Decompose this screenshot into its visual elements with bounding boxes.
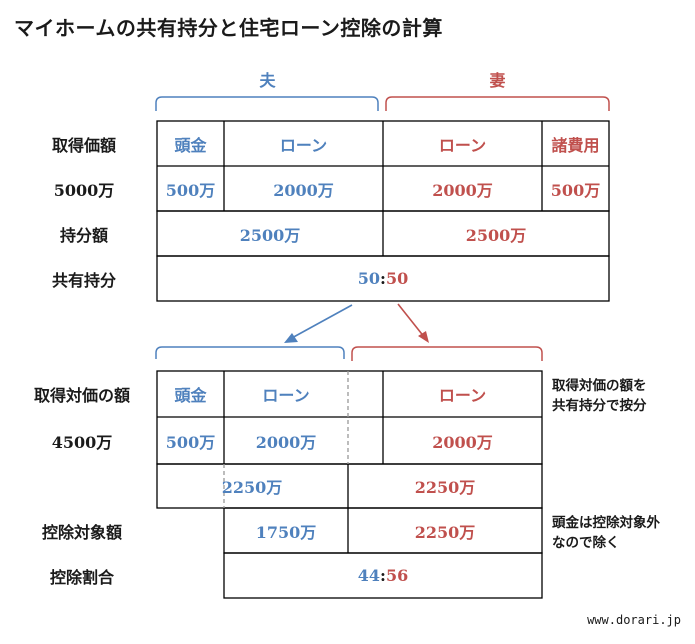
husband-deduction-amount: 1750万 (255, 522, 317, 542)
note-excluded: 頭金は控除対象外 なので除く (552, 513, 660, 553)
ratio-sep-bottom: : (380, 566, 386, 585)
deduction-ratio: 44:56 (224, 553, 542, 598)
down-payment-header-top: 頭金 (174, 135, 207, 155)
wife-share-amount: 2500万 (465, 225, 527, 245)
acquisition-price-label: 取得対価の額 (33, 386, 130, 405)
page-title: マイホームの共有持分と住宅ローン控除の計算 (14, 16, 443, 40)
costs-header-top: 諸費用 (551, 135, 600, 155)
husband-share-amount: 2500万 (239, 225, 301, 245)
note-apportion-line1: 取得対価の額を (552, 378, 647, 394)
ratio-wife-top: 50 (385, 269, 409, 288)
ratio-sep-top: : (380, 269, 386, 288)
share-amount-label: 持分額 (59, 225, 108, 245)
wife-label-top: 妻 (489, 71, 506, 90)
wife-bracket-bottom (351, 346, 543, 361)
down-payment-value-bottom: 500万 (165, 432, 216, 452)
costs-value-top: 500万 (550, 180, 601, 200)
price-label-bottom: 4500万 (51, 432, 113, 452)
note-excluded-line1: 頭金は控除対象外 (552, 515, 660, 531)
ratio-husband-bottom: 44 (357, 566, 381, 585)
loan-husband-header-top: ローン (279, 135, 328, 155)
price-label-top: 5000万 (53, 180, 115, 200)
husband-bracket-top (155, 96, 379, 111)
husband-acquisition-share: 2250万 (221, 478, 283, 497)
loan-wife-header-bottom: ローン (438, 386, 487, 405)
wife-bracket-top (385, 96, 610, 111)
loan-wife-value-top: 2000万 (432, 180, 493, 200)
acquisition-cost-label: 取得価額 (51, 135, 116, 155)
loan-husband-header-bottom: ローン (262, 386, 310, 405)
husband-label-top: 夫 (259, 71, 276, 90)
ratio-wife-bottom: 56 (385, 566, 409, 585)
note-excluded-line2: なので除く (552, 535, 620, 551)
wife-deduction-amount: 2250万 (414, 522, 476, 542)
ratio-husband-top: 50 (357, 269, 381, 288)
down-payment-value-top: 500万 (165, 180, 216, 200)
deduction-amount-label: 控除対象額 (41, 522, 122, 542)
co-ownership-share-label: 共有持分 (51, 270, 116, 290)
split-arrows (284, 303, 429, 343)
loan-wife-value-bottom: 2000万 (432, 432, 493, 452)
loan-husband-value-bottom: 2000万 (255, 432, 317, 452)
wife-acquisition-share: 2250万 (414, 478, 476, 497)
deduction-ratio-label: 控除割合 (49, 567, 114, 587)
note-apportion: 取得対価の額を 共有持分で按分 (552, 376, 647, 416)
loan-husband-value-top: 2000万 (273, 180, 334, 200)
down-payment-header-bottom: 頭金 (174, 386, 207, 405)
note-apportion-line2: 共有持分で按分 (552, 398, 647, 414)
watermark: www.dorari.jp (587, 613, 681, 627)
husband-bracket-bottom (155, 346, 345, 359)
co-ownership-ratio: 50:50 (157, 256, 609, 301)
loan-wife-header-top: ローン (438, 135, 487, 155)
